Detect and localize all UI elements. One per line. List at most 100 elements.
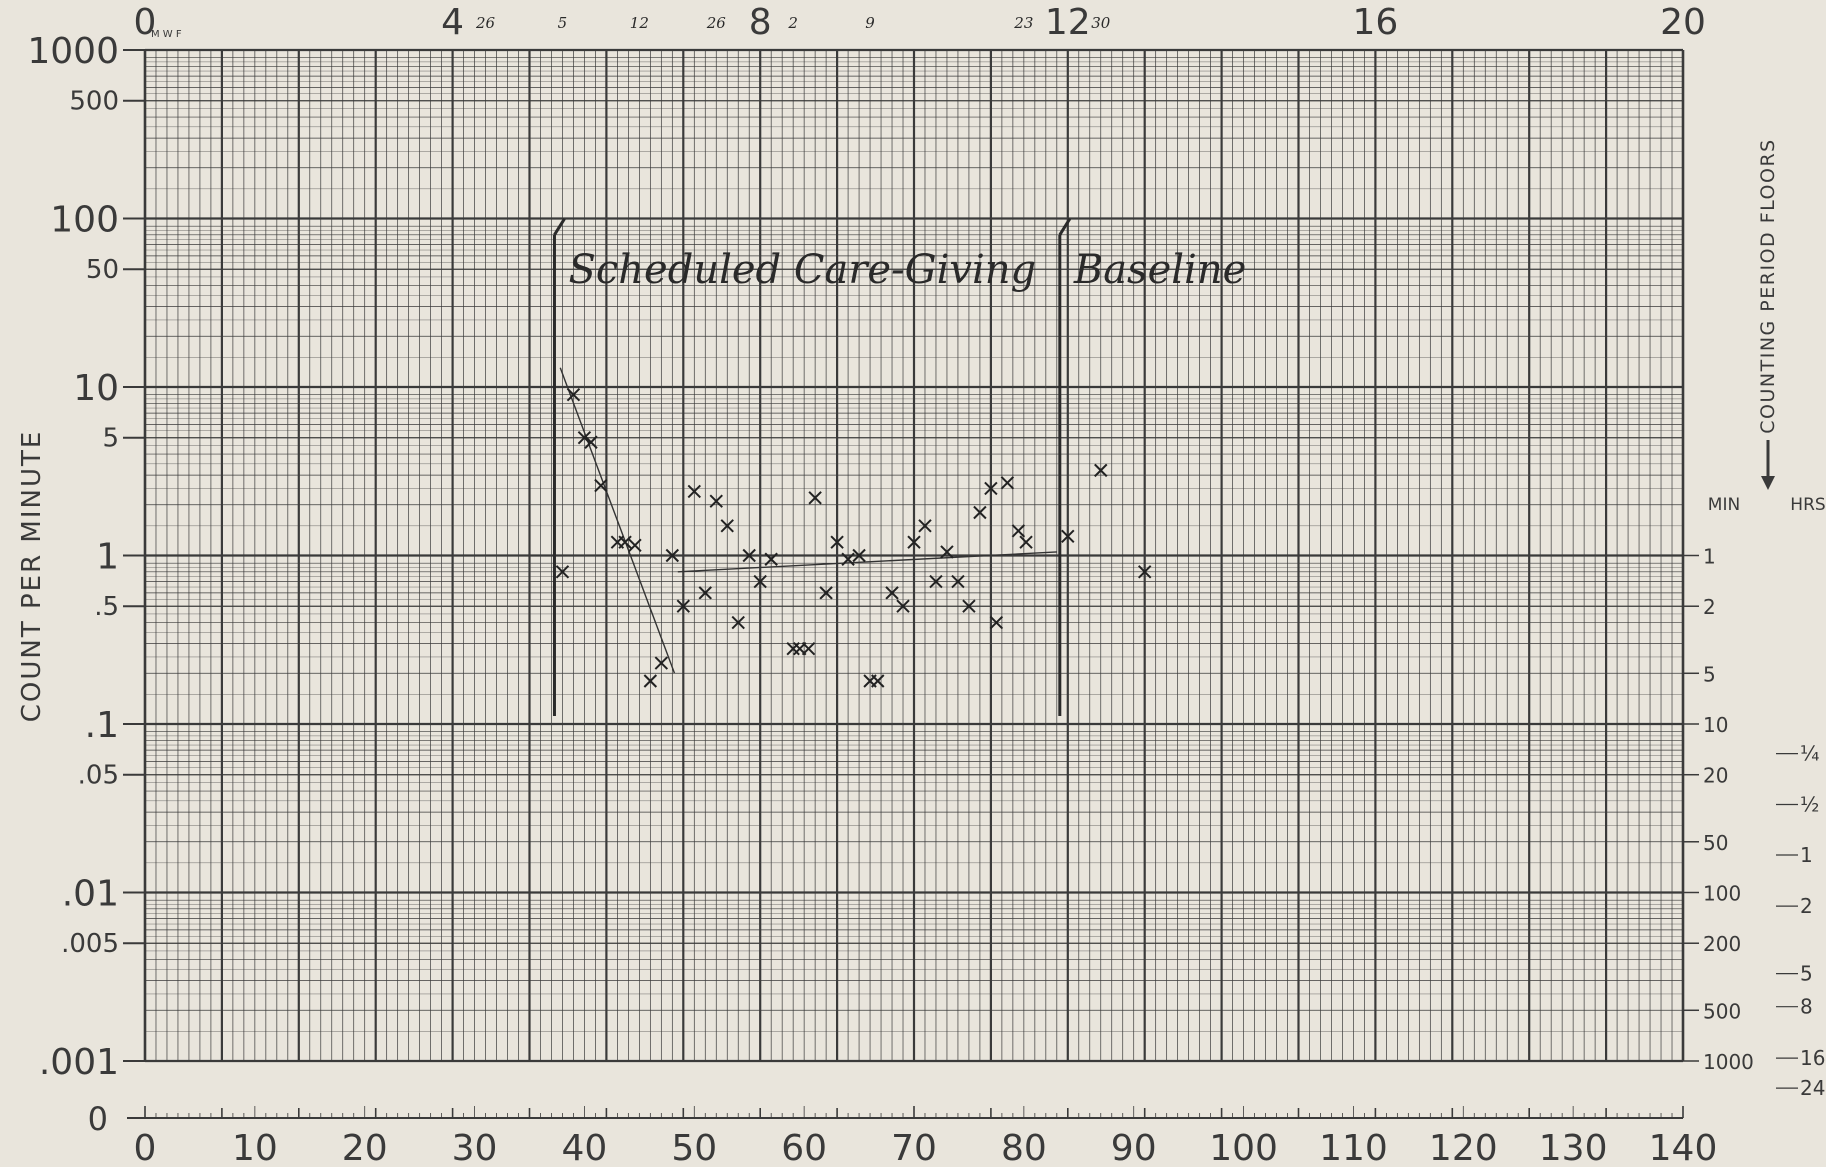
data-point bbox=[984, 481, 998, 496]
x-tick-label: 110 bbox=[1319, 1128, 1388, 1167]
floor-min-label: 5 bbox=[1703, 662, 1716, 686]
y-tick-label: 1 bbox=[96, 537, 119, 578]
data-point bbox=[643, 674, 658, 688]
data-point-stroke bbox=[1061, 529, 1075, 544]
data-point bbox=[808, 491, 822, 505]
y-tick-label: .1 bbox=[85, 705, 119, 746]
y-tick-label: 50 bbox=[86, 255, 119, 285]
y-axis-title: COUNT PER MINUTE bbox=[17, 430, 47, 723]
x-tick-label: 80 bbox=[1001, 1128, 1047, 1167]
data-point-stroke bbox=[962, 599, 976, 613]
data-point bbox=[577, 431, 592, 445]
y-tick-label: .001 bbox=[39, 1042, 119, 1083]
data-point bbox=[618, 535, 632, 549]
floor-hrs-label: 2 bbox=[1800, 894, 1813, 918]
data-point-stroke bbox=[929, 574, 943, 589]
floor-hrs-label: ¼ bbox=[1800, 742, 1819, 766]
points-layer bbox=[555, 388, 1152, 688]
top-week-label: 4 bbox=[441, 2, 464, 43]
data-point-stroke bbox=[1094, 463, 1108, 478]
data-point bbox=[742, 548, 756, 563]
trend-line bbox=[677, 551, 1057, 573]
right-axis-title: COUNTING PERIOD FLOORS bbox=[1757, 138, 1779, 433]
data-point bbox=[885, 586, 899, 600]
data-point bbox=[841, 552, 855, 566]
data-point bbox=[1094, 463, 1108, 478]
data-point-stroke bbox=[1011, 524, 1026, 538]
y-tick-label: 10 bbox=[73, 368, 119, 409]
data-point bbox=[852, 548, 866, 563]
data-point bbox=[940, 545, 954, 559]
data-point-stroke bbox=[584, 435, 598, 449]
data-point-stroke bbox=[918, 519, 932, 533]
data-point-stroke bbox=[801, 641, 816, 656]
data-point bbox=[566, 388, 581, 402]
data-point-stroke bbox=[989, 615, 1004, 630]
top-week-label: 8 bbox=[749, 2, 772, 43]
phase-label: Baseline bbox=[1073, 247, 1246, 293]
y-tick-label: .05 bbox=[78, 761, 119, 791]
top-date-label: 23 bbox=[1013, 14, 1033, 32]
data-point-stroke bbox=[577, 431, 592, 445]
data-point-stroke bbox=[940, 545, 954, 559]
grid-layer bbox=[143, 48, 1685, 1119]
floor-hrs-label: 8 bbox=[1800, 995, 1813, 1019]
data-point-stroke bbox=[907, 535, 921, 549]
floor-min-header: MIN bbox=[1708, 495, 1740, 515]
y-tick-label: .005 bbox=[61, 929, 119, 959]
y-tick-label: 1000 bbox=[27, 31, 119, 72]
x-tick-label: 20 bbox=[342, 1128, 388, 1167]
data-point bbox=[929, 574, 943, 589]
data-point-stroke bbox=[709, 494, 723, 508]
top-date-label: 26 bbox=[475, 14, 496, 32]
data-point bbox=[720, 519, 734, 533]
data-point bbox=[1000, 476, 1015, 490]
data-point bbox=[594, 478, 608, 493]
data-point bbox=[907, 535, 921, 549]
x-tick-label: 30 bbox=[452, 1128, 498, 1167]
phase-label: Scheduled Care-Giving bbox=[568, 247, 1036, 293]
data-point-stroke bbox=[654, 656, 669, 670]
data-point-stroke bbox=[731, 615, 745, 630]
trend-line bbox=[559, 367, 676, 674]
data-point bbox=[731, 615, 745, 630]
data-point-stroke bbox=[852, 548, 866, 563]
x-tick-label: 40 bbox=[562, 1128, 608, 1167]
data-point bbox=[698, 586, 712, 600]
top-week-label: 12 bbox=[1045, 2, 1091, 43]
x-tick-label: 90 bbox=[1111, 1128, 1157, 1167]
floor-min-label: 20 bbox=[1703, 764, 1728, 788]
data-point-stroke bbox=[687, 484, 701, 499]
data-point bbox=[819, 586, 833, 600]
phase-change-hook bbox=[553, 218, 566, 236]
floor-min-label: 2 bbox=[1703, 595, 1716, 619]
data-point-stroke bbox=[896, 599, 910, 613]
x-tick-label: 50 bbox=[671, 1128, 717, 1167]
data-point-stroke bbox=[665, 548, 680, 563]
data-point-stroke bbox=[643, 674, 658, 688]
data-point-stroke bbox=[753, 574, 767, 589]
data-point-stroke bbox=[808, 491, 822, 505]
y-tick-label: 500 bbox=[69, 87, 119, 117]
floor-min-label: 50 bbox=[1703, 831, 1728, 855]
data-point-stroke bbox=[676, 599, 691, 613]
data-point bbox=[555, 565, 570, 579]
data-point bbox=[753, 574, 767, 589]
data-point bbox=[687, 484, 701, 499]
floor-hrs-label: 16 bbox=[1800, 1046, 1825, 1070]
floor-hrs-label: ½ bbox=[1800, 792, 1819, 816]
data-point bbox=[896, 599, 910, 613]
top-week-label: 16 bbox=[1352, 2, 1398, 43]
data-point bbox=[764, 552, 778, 566]
floor-min-label: 500 bbox=[1703, 999, 1741, 1023]
top-date-label: 12 bbox=[630, 14, 649, 32]
data-point bbox=[801, 641, 816, 656]
top-date-label: 2 bbox=[787, 14, 798, 32]
data-point bbox=[830, 535, 844, 549]
floor-min-label: 10 bbox=[1703, 713, 1728, 737]
data-point-stroke bbox=[698, 586, 712, 600]
right-arrow-head bbox=[1761, 476, 1775, 490]
data-point-stroke bbox=[841, 552, 855, 566]
